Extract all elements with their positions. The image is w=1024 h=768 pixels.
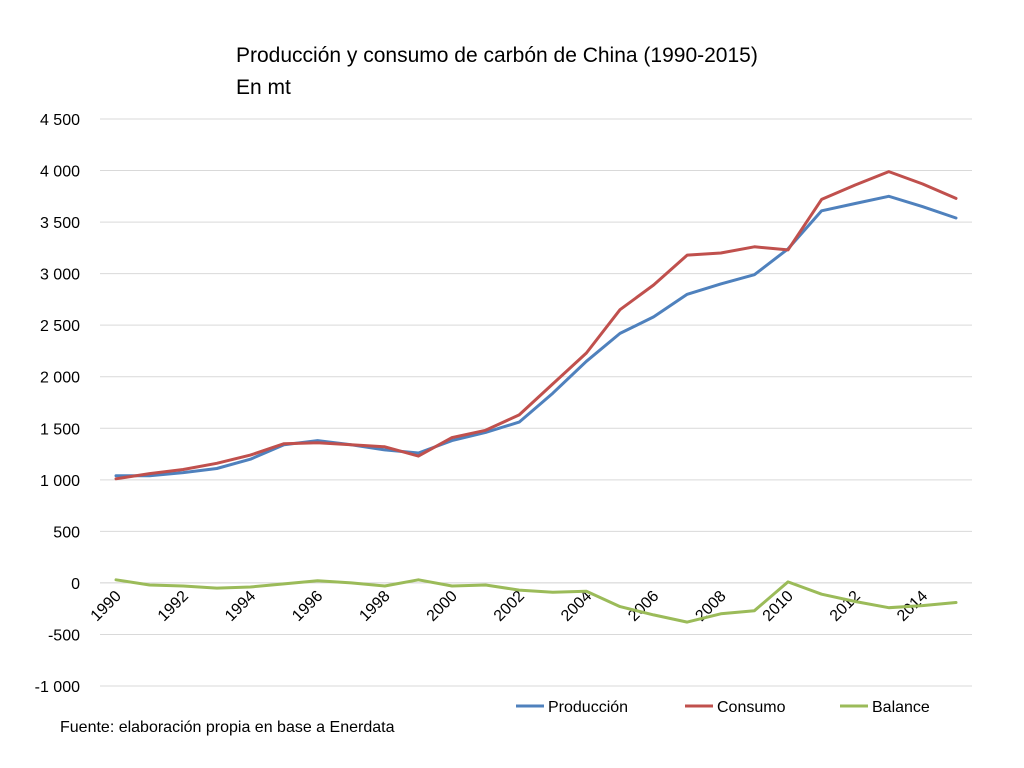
y-axis-ticks: 4 500 4 000 3 500 3 000 2 500 2 000 1 500 1 000…: [35, 112, 80, 696]
x-tick-label: 2000: [424, 588, 461, 625]
y-tick-label: 500: [53, 524, 80, 541]
series-line-produccion: [114, 194, 958, 478]
x-tick-label: 1990: [88, 588, 125, 625]
series-line-balance: [114, 578, 958, 624]
x-tick-label: 2010: [760, 588, 797, 625]
legend-label: Consumo: [717, 699, 786, 716]
y-tick-label: 2 500: [40, 318, 80, 335]
legend: Producción Consumo Balance: [516, 699, 930, 716]
y-tick-label: 1 000: [40, 473, 80, 490]
x-tick-label: 1996: [289, 588, 326, 625]
source-note: Fuente: elaboración propia en base a Ene…: [60, 719, 395, 736]
y-tick-label: 3 000: [40, 267, 80, 284]
x-tick-label: 2006: [625, 588, 662, 625]
gridlines: [100, 118, 972, 687]
legend-label: Balance: [872, 699, 930, 716]
series-lines: [114, 170, 958, 624]
x-axis-ticks: 1990 1992 1994 1996 1998 2000 2002 2004 2006 2008…: [88, 588, 932, 625]
y-tick-label: -1 000: [35, 679, 80, 696]
series-line-consumo: [114, 170, 958, 481]
x-tick-label: 1992: [155, 588, 192, 625]
y-tick-label: -500: [48, 627, 80, 644]
x-tick-label: 2012: [827, 588, 864, 625]
y-tick-label: 4 500: [40, 112, 80, 129]
y-tick-label: 2 000: [40, 370, 80, 387]
x-tick-label: 1994: [222, 588, 259, 625]
y-tick-label: 4 000: [40, 164, 80, 181]
legend-label: Producción: [548, 699, 628, 716]
y-tick-label: 3 500: [40, 215, 80, 232]
chart-subtitle: En mt: [236, 76, 291, 99]
y-tick-label: 0: [71, 576, 80, 593]
y-tick-label: 1 500: [40, 421, 80, 438]
chart-title: Producción y consumo de carbón de China …: [236, 44, 758, 67]
x-tick-label: 1998: [356, 588, 393, 625]
x-tick-label: 2002: [491, 588, 528, 625]
